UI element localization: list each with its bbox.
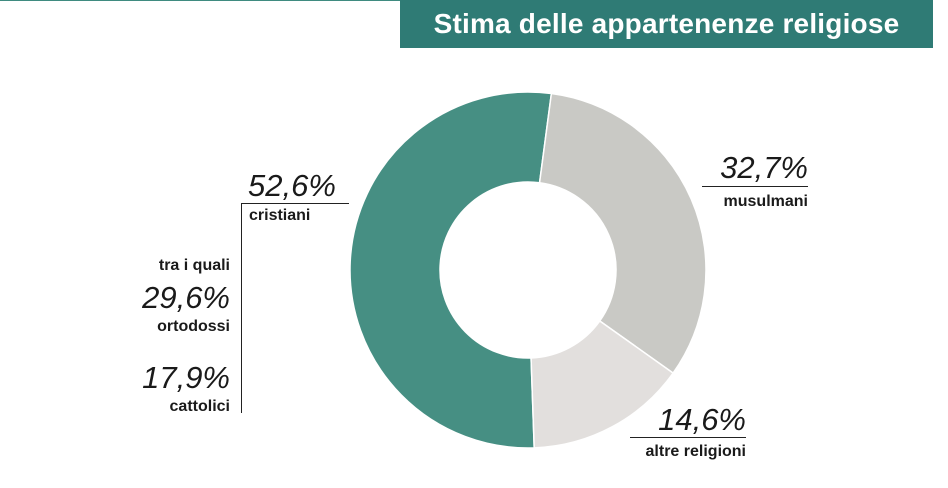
musulmani-label: musulmani	[723, 193, 808, 210]
breakdown-intro: tra i quali	[158, 257, 230, 274]
altre-religioni-underline	[630, 437, 746, 438]
altre-religioni-label: altre religioni	[645, 443, 746, 460]
donut-slice-altre-religioni	[530, 319, 675, 449]
musulmani-underline	[702, 186, 808, 187]
cattolici-label: cattolici	[169, 398, 230, 415]
ortodossi-label: ortodossi	[157, 318, 230, 335]
cristiani-value: 52,6%	[248, 168, 336, 203]
altre-religioni-value: 14,6%	[658, 402, 746, 437]
chart-title: Stima delle appartenenze religiose	[400, 0, 933, 48]
donut-slice-musulmani	[538, 92, 707, 375]
top-divider	[0, 0, 400, 1]
musulmani-value: 32,7%	[720, 150, 808, 185]
donut-slice-cristiani	[349, 91, 553, 449]
cristiani-underline	[241, 203, 349, 204]
cattolici-value: 17,9%	[142, 360, 230, 395]
ortodossi-value: 29,6%	[142, 280, 230, 315]
cristiani-label: cristiani	[249, 207, 311, 224]
cristiani-bracket	[241, 203, 242, 413]
